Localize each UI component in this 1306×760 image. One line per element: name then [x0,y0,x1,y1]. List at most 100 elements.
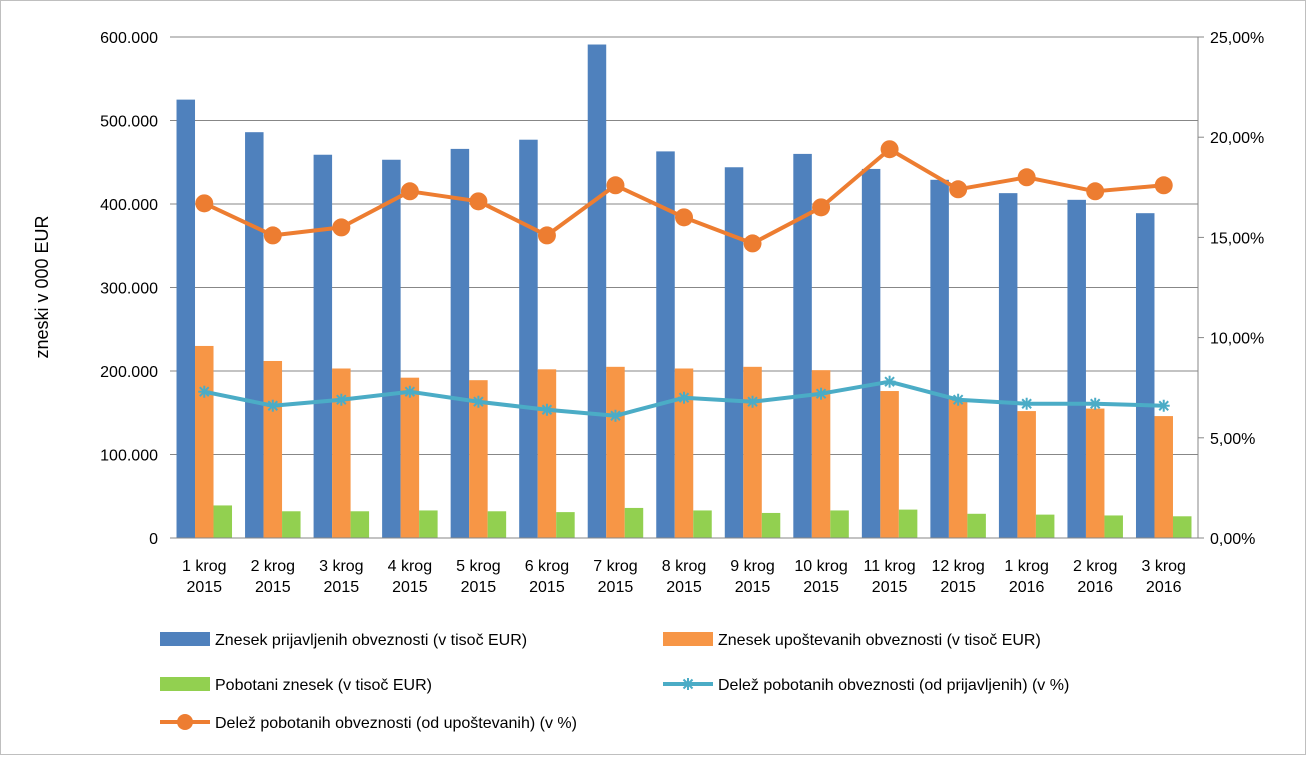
bar [743,366,762,538]
line-point [400,182,419,201]
x-tick-label-line: 2 krog [251,558,295,575]
x-tick-label-line: 2015 [735,579,771,596]
y-right-tick-label: 25,00% [1210,30,1264,47]
x-tick-label-line: 2015 [529,579,565,596]
x-tick-label: 7 krog 2015 [593,558,637,596]
bar [537,369,557,538]
legend-label: Znesek upoštevanih obveznosti (v tisoč E… [718,632,1041,649]
bar [861,168,881,538]
bar [656,151,675,538]
x-tick-label-line: 11 krog [864,558,916,575]
y-left-tick-label: 300.000 [100,281,158,298]
bar [382,159,401,538]
y-left-tick-label: 400.000 [100,197,158,214]
line-point [537,226,556,245]
bar [606,366,625,538]
x-tick-label-line: 2016 [1146,579,1182,596]
line-point [1086,182,1105,201]
x-tick-label: 2 krog 2016 [1073,558,1117,596]
bar [282,511,301,538]
line-point [1157,399,1170,412]
x-tick-label: 9 krog 2015 [730,558,774,596]
x-tick-label-line: 8 krog [662,558,706,575]
x-tick-label-line: 5 krog [456,558,500,575]
line-point [952,393,965,406]
legend-item: Znesek upoštevanih obveznosti (v tisoč E… [663,632,1041,649]
legend-item: Delež pobotanih obveznosti (od prijavlje… [663,677,1069,694]
y-right-tick-label: 15,00% [1210,230,1264,247]
x-tick-label-line: 3 krog [319,558,363,575]
line-point [1089,397,1102,410]
line-point [198,385,211,398]
x-tick-label-line: 2015 [392,579,428,596]
legend-label: Delež pobotanih obveznosti (od prijavlje… [718,677,1069,694]
line-point [949,180,968,199]
x-tick-label-line: 2016 [1009,579,1045,596]
line-point [472,395,485,408]
x-tick-label-line: 4 krog [388,558,432,575]
line-point [266,399,279,412]
x-tick-label-line: 2015 [255,579,291,596]
legend-marker [682,678,694,690]
x-tick-label: 8 krog 2015 [662,558,706,596]
bar [830,510,849,538]
legend-label: Pobotani znesek (v tisoč EUR) [215,677,432,694]
y-right-tick-label: 20,00% [1210,130,1264,147]
line-point-stroke [884,376,895,387]
bar [400,377,420,538]
line-point [880,140,899,159]
bar [519,139,538,538]
x-tick-label: 1 krog 2015 [182,558,226,596]
x-tick-label-line: 2015 [186,579,222,596]
x-tick-label: 6 krog 2015 [525,558,569,596]
x-tick-label: 3 krog 2016 [1141,558,1185,596]
bar [1172,516,1192,538]
line-point-stroke [336,394,347,405]
line-point [743,234,762,253]
x-tick-label-line: 2015 [666,579,702,596]
x-tick-label: 11 krog 2015 [864,558,916,596]
x-tick-label: 10 krog 2015 [794,558,847,596]
line-point [675,208,693,227]
bar [469,380,488,538]
bar [1035,514,1055,538]
legend-swatch [663,632,713,646]
bar [998,193,1018,538]
x-tick-label-line: 2015 [598,579,634,596]
x-tick-label-line: 7 krog [593,558,637,575]
line-point [1154,176,1173,195]
bar [419,510,438,538]
line-point [883,375,896,388]
line-point [540,403,553,416]
bar [313,154,333,539]
bar [487,511,507,538]
legend: Znesek prijavljenih obveznosti (v tisoč … [160,632,1069,732]
bar [624,507,644,538]
bar [967,513,986,538]
line-point-stroke [199,386,210,397]
bar [793,153,812,538]
line-point [1017,168,1036,187]
line-point-stroke [541,404,553,415]
x-tick-label-line: 2015 [872,579,908,596]
line-point-stroke [747,396,758,407]
line-point-stroke [267,400,279,411]
y-axis-title: zneski v 000 EUR [32,215,52,358]
legend-label: Znesek prijavljenih obveznosti (v tisoč … [215,632,527,649]
x-tick-label-line: 2 krog [1073,558,1117,575]
bar [930,179,949,538]
x-tick-label: 2 krog 2015 [251,558,295,596]
bar [213,505,233,538]
x-tick-label-line: 9 krog [730,558,774,575]
legend-label: Delež pobotanih obveznosti (od upoštevan… [215,715,577,732]
line-point-stroke [815,388,827,399]
bar [350,511,370,538]
line-point [469,192,488,211]
line-point-stroke [473,396,484,407]
bar [948,399,968,538]
y-left-tick-label: 0 [149,531,158,548]
axes: 0 100.000 200.000 300.000 400.000 500.000 600.… [100,30,1264,596]
bar [332,368,351,538]
